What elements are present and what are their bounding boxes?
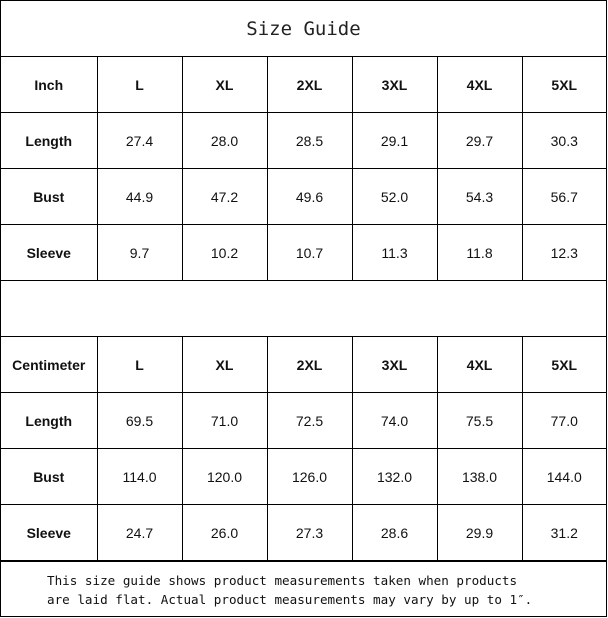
centimeter-row-sleeve: Sleeve 24.7 26.0 27.3 28.6 29.9 31.2: [1, 504, 606, 561]
measurement-value: 28.6: [351, 504, 438, 561]
measurement-value: 47.2: [181, 168, 268, 225]
measurement-value: 11.8: [436, 224, 523, 281]
measurement-value: 75.5: [436, 392, 523, 449]
measurement-value: 31.2: [521, 504, 606, 561]
spacer-cell: [1, 280, 606, 337]
measurement-value: 27.4: [96, 112, 183, 169]
inch-row-length: Length 27.4 28.0 28.5 29.1 29.7 30.3: [1, 112, 606, 169]
size-header: 4XL: [436, 336, 523, 393]
size-header: 4XL: [436, 57, 523, 113]
measurement-value: 144.0: [521, 448, 606, 505]
measurement-value: 28.5: [266, 112, 353, 169]
note-line-2: are laid flat. Actual product measuremen…: [47, 592, 533, 607]
measurement-value: 56.7: [521, 168, 606, 225]
measurement-value: 10.2: [181, 224, 268, 281]
inch-row-bust: Bust 44.9 47.2 49.6 52.0 54.3 56.7: [1, 168, 606, 225]
measurement-value: 24.7: [96, 504, 183, 561]
size-table: Inch L XL 2XL 3XL 4XL 5XL Length 27.4 28.0 28.5 29.…: [1, 57, 606, 561]
size-header: L: [96, 57, 183, 113]
measurement-value: 138.0: [436, 448, 523, 505]
measurement-value: 49.6: [266, 168, 353, 225]
measurement-value: 28.0: [181, 112, 268, 169]
measurement-value: 114.0: [96, 448, 183, 505]
spacer-row: [1, 280, 606, 337]
size-guide-title: Size Guide: [1, 1, 606, 57]
measurement-value: 77.0: [521, 392, 606, 449]
measurement-value: 27.3: [266, 504, 353, 561]
measurement-value: 69.5: [96, 392, 183, 449]
measurement-value: 74.0: [351, 392, 438, 449]
inch-row-sleeve: Sleeve 9.7 10.2 10.7 11.3 11.8 12.3: [1, 224, 606, 281]
size-header: 3XL: [351, 57, 438, 113]
measurement-value: 126.0: [266, 448, 353, 505]
size-header: L: [96, 336, 183, 393]
measurement-value: 12.3: [521, 224, 606, 281]
size-header: 2XL: [266, 57, 353, 113]
measurement-value: 30.3: [521, 112, 606, 169]
measurement-label: Bust: [1, 168, 98, 225]
measurement-value: 26.0: [181, 504, 268, 561]
centimeter-header-row: Centimeter L XL 2XL 3XL 4XL 5XL: [1, 336, 606, 393]
size-header: 3XL: [351, 336, 438, 393]
measurement-value: 54.3: [436, 168, 523, 225]
size-guide-note: This size guide shows product measuremen…: [1, 561, 606, 618]
inch-header-row: Inch L XL 2XL 3XL 4XL 5XL: [1, 57, 606, 113]
measurement-value: 72.5: [266, 392, 353, 449]
size-header: XL: [181, 57, 268, 113]
measurement-value: 9.7: [96, 224, 183, 281]
measurement-value: 71.0: [181, 392, 268, 449]
measurement-label: Sleeve: [1, 224, 98, 281]
measurement-value: 44.9: [96, 168, 183, 225]
measurement-value: 10.7: [266, 224, 353, 281]
note-line-1: This size guide shows product measuremen…: [47, 573, 518, 588]
centimeter-row-bust: Bust 114.0 120.0 126.0 132.0 138.0 144.0: [1, 448, 606, 505]
measurement-label: Length: [1, 112, 98, 169]
size-header: 2XL: [266, 336, 353, 393]
measurement-label: Bust: [1, 448, 98, 505]
measurement-value: 52.0: [351, 168, 438, 225]
measurement-value: 11.3: [351, 224, 438, 281]
centimeter-row-length: Length 69.5 71.0 72.5 74.0 75.5 77.0: [1, 392, 606, 449]
size-header: 5XL: [521, 57, 606, 113]
measurement-value: 29.9: [436, 504, 523, 561]
measurement-label: Sleeve: [1, 504, 98, 561]
size-header: 5XL: [521, 336, 606, 393]
measurement-value: 29.7: [436, 112, 523, 169]
measurement-value: 132.0: [351, 448, 438, 505]
measurement-label: Length: [1, 392, 98, 449]
unit-label: Inch: [1, 57, 98, 113]
measurement-value: 29.1: [351, 112, 438, 169]
unit-label: Centimeter: [1, 336, 98, 393]
size-header: XL: [181, 336, 268, 393]
measurement-value: 120.0: [181, 448, 268, 505]
